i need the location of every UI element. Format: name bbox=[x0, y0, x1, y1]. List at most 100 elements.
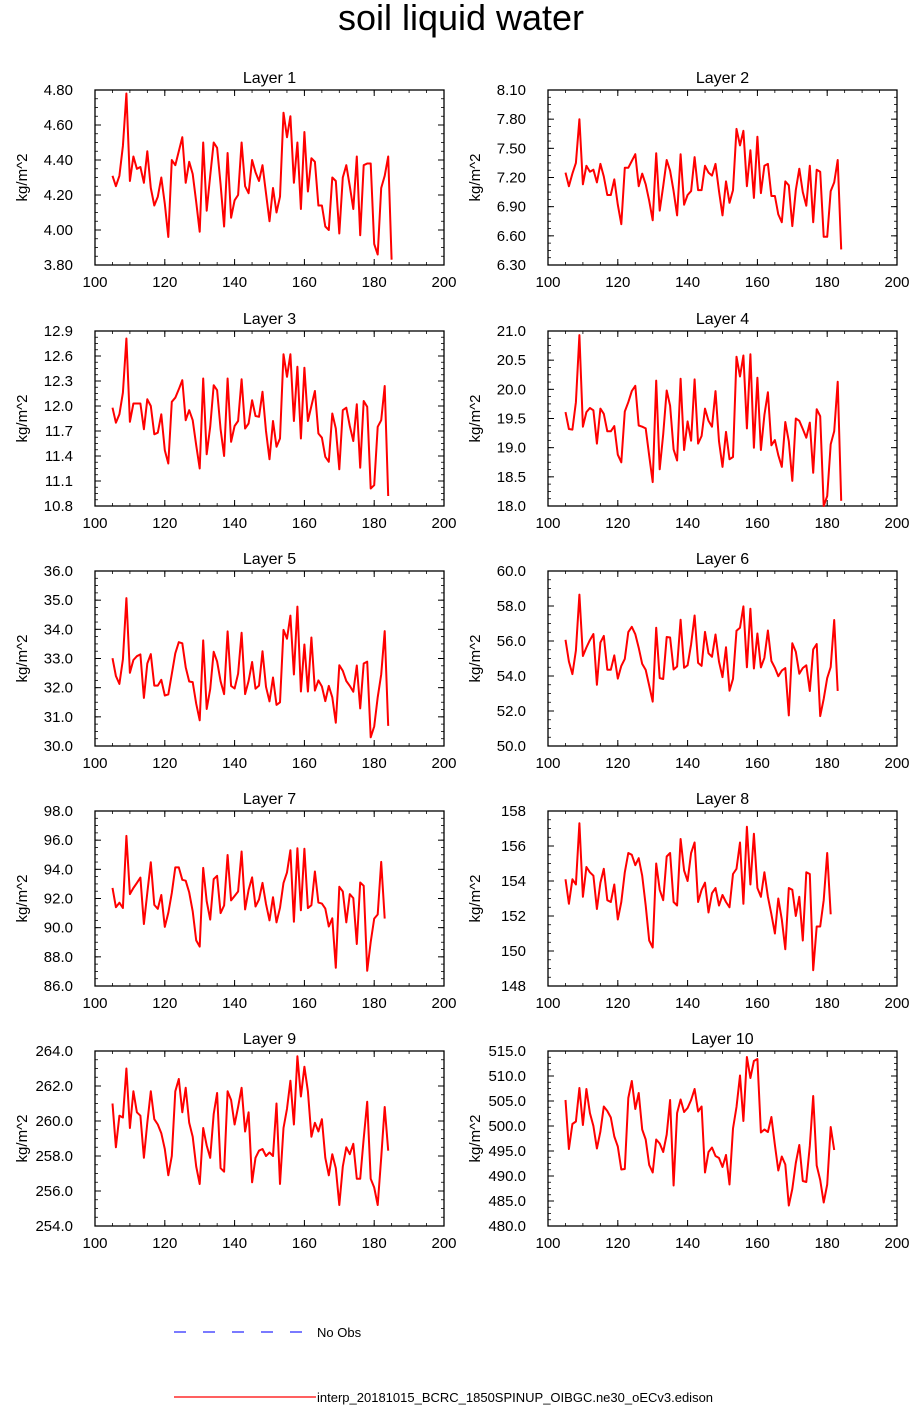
y-tick-label: 31.0 bbox=[44, 709, 73, 726]
series-line bbox=[564, 334, 843, 507]
x-tick-label: 180 bbox=[362, 274, 387, 291]
x-tick-label: 180 bbox=[815, 274, 840, 291]
y-tick-label: 510.0 bbox=[488, 1068, 526, 1085]
x-tick-label: 120 bbox=[152, 515, 177, 532]
x-tick-label: 200 bbox=[431, 515, 456, 532]
y-tick-label: 11.4 bbox=[45, 448, 73, 465]
y-tick-label: 515.0 bbox=[488, 1043, 526, 1060]
panel-title: Layer 3 bbox=[243, 311, 296, 328]
y-tick-label: 34.0 bbox=[44, 621, 73, 638]
y-tick-label: 254.0 bbox=[35, 1218, 73, 1235]
x-tick-label: 120 bbox=[152, 755, 177, 772]
x-tick-label: 180 bbox=[362, 755, 387, 772]
x-tick-label: 200 bbox=[884, 1235, 909, 1252]
y-tick-label: 480.0 bbox=[488, 1218, 526, 1235]
y-axis-label: kg/m^2 bbox=[14, 154, 31, 202]
y-tick-label: 36.0 bbox=[44, 563, 73, 580]
y-tick-label: 19.5 bbox=[497, 411, 526, 428]
legend: No Obs interp_20181015_BCRC_1850SPINUP_O… bbox=[174, 1325, 713, 1405]
plot-frame bbox=[547, 810, 898, 987]
y-tick-label: 6.30 bbox=[497, 257, 526, 274]
y-tick-label: 86.0 bbox=[44, 978, 73, 995]
x-tick-label: 200 bbox=[884, 274, 909, 291]
x-tick-label: 160 bbox=[745, 755, 770, 772]
y-tick-label: 88.0 bbox=[44, 949, 73, 966]
y-tick-label: 4.60 bbox=[44, 117, 73, 134]
y-tick-label: 58.0 bbox=[497, 598, 526, 615]
y-tick-label: 96.0 bbox=[44, 832, 73, 849]
y-tick-label: 158 bbox=[501, 803, 526, 820]
x-tick-label: 180 bbox=[815, 515, 840, 532]
x-tick-label: 200 bbox=[884, 515, 909, 532]
y-tick-label: 60.0 bbox=[497, 563, 526, 580]
model-legend-label: interp_20181015_BCRC_1850SPINUP_OIBGC.ne… bbox=[317, 1390, 713, 1405]
x-tick-label: 140 bbox=[675, 1235, 700, 1252]
x-tick-label: 160 bbox=[745, 274, 770, 291]
y-tick-label: 4.80 bbox=[44, 82, 73, 99]
x-tick-label: 160 bbox=[292, 995, 317, 1012]
y-tick-label: 56.0 bbox=[497, 633, 526, 650]
x-tick-label: 140 bbox=[675, 755, 700, 772]
y-tick-label: 6.60 bbox=[497, 228, 526, 245]
series-line bbox=[111, 337, 390, 497]
y-tick-label: 500.0 bbox=[488, 1118, 526, 1135]
x-tick-label: 140 bbox=[222, 274, 247, 291]
x-tick-label: 180 bbox=[815, 995, 840, 1012]
x-tick-label: 160 bbox=[292, 755, 317, 772]
y-axis-label: kg/m^2 bbox=[14, 1115, 31, 1163]
y-tick-label: 262.0 bbox=[35, 1078, 73, 1095]
y-tick-label: 7.20 bbox=[497, 170, 526, 187]
y-tick-label: 18.0 bbox=[497, 498, 526, 515]
panels: Layer 1 kg/m^2 100 120 140 160 180 200 3.80 4.00 4… bbox=[14, 70, 910, 1252]
panel-6: Layer 6 kg/m^2 100 120 140 160 180 200 50.0 52.0 5… bbox=[467, 551, 910, 772]
x-tick-label: 140 bbox=[675, 515, 700, 532]
panel-5: Layer 5 kg/m^2 100 120 140 160 180 200 30.0 31.0 3… bbox=[14, 551, 457, 772]
y-tick-label: 12.9 bbox=[44, 323, 73, 340]
panel-2: Layer 2 kg/m^2 100 120 140 160 180 200 6.30 6.60 6… bbox=[467, 70, 910, 291]
x-tick-label: 140 bbox=[222, 755, 247, 772]
x-tick-label: 100 bbox=[535, 755, 560, 772]
panel-4: Layer 4 kg/m^2 100 120 140 160 180 200 18.0 18.5 1… bbox=[467, 311, 910, 532]
x-tick-label: 160 bbox=[745, 515, 770, 532]
plot-frame bbox=[547, 89, 898, 266]
x-tick-label: 140 bbox=[222, 995, 247, 1012]
x-tick-label: 100 bbox=[82, 274, 107, 291]
y-axis-label: kg/m^2 bbox=[14, 395, 31, 443]
plot-frame bbox=[547, 570, 898, 747]
series-line bbox=[111, 92, 393, 260]
x-tick-label: 200 bbox=[884, 755, 909, 772]
y-tick-label: 260.0 bbox=[35, 1113, 73, 1130]
x-tick-label: 160 bbox=[292, 515, 317, 532]
series-line bbox=[111, 834, 386, 972]
panel-title: Layer 2 bbox=[696, 70, 749, 87]
y-tick-label: 264.0 bbox=[35, 1043, 73, 1060]
plot-frame bbox=[547, 1050, 898, 1227]
x-tick-label: 200 bbox=[431, 274, 456, 291]
y-tick-label: 4.00 bbox=[44, 222, 73, 239]
series-line bbox=[111, 1055, 390, 1206]
x-tick-label: 100 bbox=[82, 995, 107, 1012]
x-tick-label: 200 bbox=[431, 1235, 456, 1252]
panel-title: Layer 10 bbox=[691, 1031, 753, 1048]
series-line bbox=[111, 597, 390, 739]
x-tick-label: 160 bbox=[745, 1235, 770, 1252]
y-tick-label: 19.0 bbox=[497, 440, 526, 457]
x-tick-label: 140 bbox=[222, 515, 247, 532]
x-tick-label: 100 bbox=[82, 515, 107, 532]
y-tick-label: 52.0 bbox=[497, 703, 526, 720]
series-line bbox=[564, 118, 843, 250]
x-tick-label: 120 bbox=[605, 274, 630, 291]
y-tick-label: 154 bbox=[501, 873, 526, 890]
x-tick-label: 180 bbox=[362, 1235, 387, 1252]
x-tick-label: 100 bbox=[535, 515, 560, 532]
y-tick-label: 8.10 bbox=[497, 82, 526, 99]
y-tick-label: 12.0 bbox=[44, 398, 73, 415]
x-tick-label: 120 bbox=[152, 995, 177, 1012]
y-axis-label: kg/m^2 bbox=[467, 395, 484, 443]
series-line bbox=[564, 822, 832, 972]
y-tick-label: 32.0 bbox=[44, 680, 73, 697]
y-axis-label: kg/m^2 bbox=[467, 875, 484, 923]
y-tick-label: 18.5 bbox=[497, 469, 526, 486]
y-tick-label: 10.8 bbox=[44, 498, 73, 515]
